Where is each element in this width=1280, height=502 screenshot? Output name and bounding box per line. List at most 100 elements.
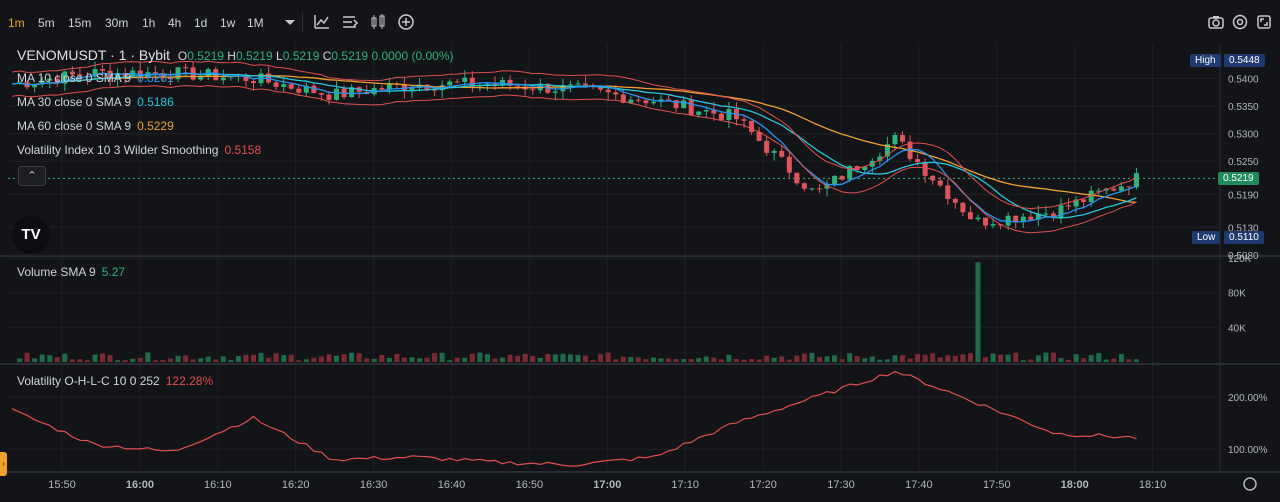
low-price-tag: 0.5110 (1224, 231, 1264, 244)
volume-bar (160, 360, 166, 362)
time-tick-label: 16:30 (360, 479, 388, 491)
candle-body (92, 69, 98, 77)
candles-icon[interactable] (368, 12, 388, 32)
collapse-legend-button[interactable]: ⌃ (18, 166, 46, 186)
volatility-index-legend[interactable]: Volatility Index 10 3 Wilder Smoothing 0.… (17, 143, 261, 157)
close-label: C (322, 49, 332, 63)
volume-bar (1096, 353, 1102, 362)
volume-bar (658, 358, 664, 362)
candle-body (198, 75, 204, 80)
volume-bar (24, 352, 30, 362)
volume-bar (794, 355, 800, 362)
volume-bar (937, 357, 943, 362)
volume-bar (552, 354, 558, 362)
volume-bar (877, 359, 883, 362)
volatility-index-lower (11, 85, 1137, 234)
volume-bar (462, 357, 468, 362)
candle-body (650, 101, 656, 104)
volume-bar (990, 353, 996, 362)
price-tick-label: 0.5400 (1228, 74, 1259, 85)
candle-body (100, 69, 106, 71)
timeframe-4h[interactable]: 4h (168, 16, 182, 30)
volume-bar (779, 356, 785, 362)
volume-bar (945, 355, 951, 362)
volume-bar (983, 357, 989, 362)
last-price-tag: 0.5219 (1218, 172, 1259, 185)
candle-body (432, 89, 438, 91)
low-tag: Low (1192, 231, 1221, 244)
indicators-chart-icon[interactable] (312, 12, 332, 32)
low-tag-label: Low (1197, 232, 1216, 243)
candle-body (250, 81, 256, 84)
candle-body (1035, 213, 1041, 220)
symbol-legend: VENOMUSDT · 1 · Bybit O0.5219 H0.5219 L0… (17, 47, 454, 63)
candle-body (386, 83, 392, 90)
volume-bar (771, 357, 777, 362)
candle-body (1081, 199, 1087, 202)
volume-bar (250, 354, 256, 362)
camera-icon[interactable] (1206, 12, 1226, 32)
time-tick-label: 17:00 (593, 479, 621, 491)
volume-bar (952, 355, 958, 362)
candle-body (349, 87, 355, 98)
candle-body (711, 110, 717, 114)
volume-bar (884, 359, 890, 362)
volatility-index-label: Volatility Index 10 3 Wilder Smoothing (17, 143, 219, 157)
volatility-tick-label: 200.00% (1228, 393, 1268, 404)
timeframe-1w[interactable]: 1w (220, 16, 236, 30)
candle-body (583, 83, 589, 86)
volume-bar (1073, 354, 1079, 362)
low-value: 0.5219 (282, 49, 320, 63)
volume-bar (1020, 360, 1026, 362)
candle-body (726, 109, 732, 120)
chevron-down-icon[interactable] (280, 12, 300, 32)
side-panel-toggle[interactable]: › (0, 452, 7, 476)
timeframe-1d[interactable]: 1d (194, 16, 208, 30)
ma60-legend[interactable]: MA 60 close 0 SMA 9 0.5229 (17, 119, 174, 133)
fullscreen-icon[interactable] (1254, 12, 1274, 32)
volume-bar (733, 358, 739, 362)
volatility-legend[interactable]: Volatility O-H-L-C 10 0 252 122.28% (17, 374, 213, 388)
volume-bar (477, 352, 483, 362)
candle-body (862, 166, 868, 171)
volume-bar (1050, 352, 1056, 362)
volume-bar (643, 359, 649, 362)
timeframe-30m[interactable]: 30m (105, 16, 129, 30)
time-tick-label: 17:20 (749, 479, 777, 491)
candle-body (183, 67, 189, 69)
volume-tick-label: 40K (1228, 323, 1246, 334)
candle-body (39, 80, 45, 85)
volume-bar (809, 352, 815, 362)
volume-bar (749, 359, 755, 362)
candle-body (749, 120, 755, 132)
volume-bar (198, 358, 204, 362)
volume-bar (854, 356, 860, 362)
timeframe-1M[interactable]: 1M (247, 16, 264, 30)
add-icon[interactable] (396, 12, 416, 32)
timeframe-1h[interactable]: 1h (142, 16, 156, 30)
high-tag-label: High (1195, 55, 1216, 66)
volume-bar (243, 354, 249, 362)
volume-bar (115, 360, 121, 362)
timeframe-15m[interactable]: 15m (68, 16, 92, 30)
volume-legend[interactable]: Volume SMA 9 5.27 (17, 265, 125, 279)
bar-style-icon[interactable] (340, 12, 360, 32)
volume-bar (1058, 358, 1064, 362)
volume-bar (100, 353, 106, 362)
close-value: 0.5219 (331, 49, 369, 63)
ma10-legend[interactable]: MA 10 close 0 SMA 9 0.5201 (17, 71, 174, 85)
ma30-legend[interactable]: MA 30 close 0 SMA 9 0.5186 (17, 95, 174, 109)
volume-bar (364, 358, 370, 362)
candle-body (915, 159, 921, 163)
candle-body (567, 84, 573, 86)
timeframe-1m[interactable]: 1m (8, 16, 25, 30)
volume-bar (522, 353, 528, 362)
volume-bar (930, 353, 936, 362)
settings-icon[interactable] (1230, 12, 1250, 32)
timeframe-5m[interactable]: 5m (38, 16, 55, 30)
volume-bar (409, 357, 415, 362)
candle-body (462, 77, 468, 82)
candle-body (1028, 216, 1034, 220)
candle-body (605, 89, 611, 93)
